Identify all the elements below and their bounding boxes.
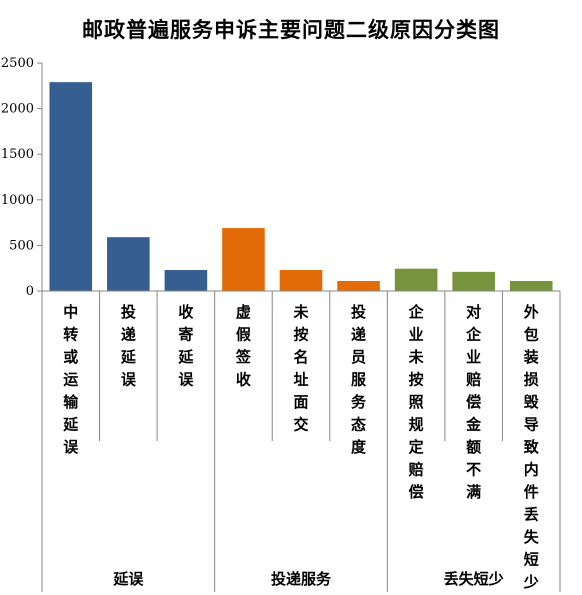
group-labels: 延误 投递服务 丢失短少 <box>112 570 503 588</box>
bar <box>222 228 265 291</box>
bar <box>509 280 553 291</box>
category-label: 投递员服务态度 <box>351 303 367 456</box>
bar <box>107 237 150 291</box>
y-tick-label: 0 <box>26 284 34 299</box>
group-label: 投递服务 <box>271 570 332 588</box>
group-label: 丢失短少 <box>444 570 504 588</box>
bar <box>452 271 495 291</box>
bar <box>337 280 380 291</box>
category-label: 中转或运输延误 <box>62 303 79 456</box>
category-label: 外包装损毁导致内件丢失短少 <box>523 303 540 591</box>
category-label: 对企业赔偿金额不满 <box>465 303 482 501</box>
category-label: 收寄延误 <box>177 303 194 389</box>
bar <box>279 270 323 291</box>
y-tick-label: 1500 <box>1 147 34 162</box>
chart-title: 邮政普遍服务申诉主要问题二级原因分类图 <box>82 17 500 42</box>
category-label: 未按名址面交 <box>292 303 309 434</box>
y-axis: 0 500 1000 1500 2000 2500 <box>1 56 42 299</box>
category-labels: 中转或运输延误 投递延误 收寄延误 虚假签收 未按名址面交 投递员服务态度 企业未按照规定赔… <box>62 303 539 591</box>
group-label: 延误 <box>112 570 144 588</box>
category-label: 企业未按照规定赔偿 <box>408 303 425 501</box>
y-tick-label: 500 <box>9 238 34 253</box>
axis-lines <box>41 63 561 592</box>
bar <box>394 268 438 291</box>
y-tick-label: 1000 <box>1 193 34 208</box>
bars <box>49 82 553 291</box>
y-tick-label: 2500 <box>1 56 34 71</box>
bar <box>49 82 93 291</box>
y-tick-label: 2000 <box>1 102 34 117</box>
category-label: 虚假签收 <box>235 303 252 389</box>
bar <box>164 270 208 291</box>
category-label: 投递延误 <box>120 303 137 389</box>
